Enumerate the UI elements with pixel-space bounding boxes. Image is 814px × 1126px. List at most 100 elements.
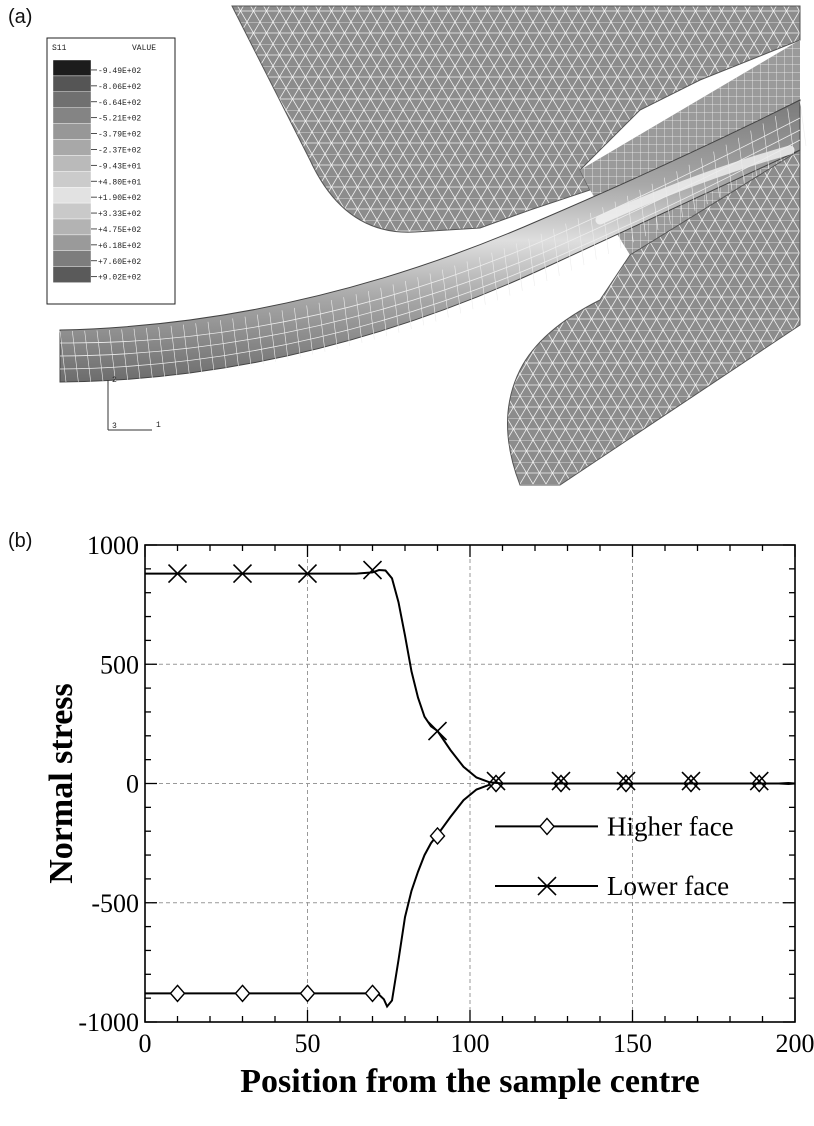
- legend-level: +4.80E+01: [98, 178, 141, 187]
- legend-swatch: [52, 59, 92, 77]
- strip-element-line: [442, 269, 449, 318]
- legend-swatch: [52, 139, 92, 156]
- strip-element-line: [121, 329, 128, 380]
- y-tick-label: 1000: [87, 531, 139, 560]
- strip-element-line: [318, 302, 326, 352]
- upper-die: [231, 5, 801, 233]
- strip-element-line: [232, 318, 239, 369]
- strip-element-line: [565, 223, 572, 271]
- strip-element-line: [553, 228, 560, 276]
- strip-element-line: [207, 321, 215, 372]
- data-point-marker: [169, 984, 186, 1003]
- strip-element-line: [454, 265, 461, 314]
- data-point-marker: [681, 771, 701, 791]
- strip-element-line: [750, 130, 757, 177]
- legend-level: -9.49E+02: [98, 67, 141, 76]
- strip-element-line: [281, 310, 289, 360]
- panel-a-label: (a): [8, 6, 33, 28]
- strip-element-line: [220, 320, 227, 370]
- legend-level: +7.60E+02: [98, 258, 141, 267]
- strip-element-line: [96, 330, 104, 382]
- strip-element-line: [738, 137, 745, 184]
- data-point-marker: [486, 771, 506, 791]
- strip-element-line: [602, 207, 609, 254]
- legend-level: +3.33E+02: [98, 210, 141, 219]
- triad-axis-3: 3: [112, 422, 117, 431]
- strip-element-line: [528, 238, 535, 286]
- strip-element-line: [380, 287, 387, 337]
- y-tick-label: -500: [91, 889, 139, 918]
- strip-element-line: [429, 273, 437, 322]
- stress-chart: 0 50 100 150 200 -1000 -500 0 500 1000 Position fr…: [43, 531, 814, 1100]
- legend-header: VALUE: [132, 44, 156, 53]
- legend-swatch: [52, 202, 92, 220]
- strip-element-line: [688, 164, 696, 211]
- strip-element-lines: [59, 100, 807, 383]
- data-point-marker: [749, 771, 769, 791]
- strip-element-line: [417, 277, 424, 326]
- strip-element-line: [664, 177, 671, 224]
- strip-element-line: [762, 123, 770, 169]
- legend-marker: [537, 876, 557, 896]
- strip-element-line: [787, 108, 794, 154]
- triad-axis-2: 2: [112, 376, 117, 385]
- legend-level: +1.90E+02: [98, 194, 141, 203]
- strip-element-line: [170, 325, 178, 376]
- data-point-marker: [429, 826, 446, 846]
- coordinate-triad: 2 3 1: [107, 376, 161, 431]
- data-point-marker: [551, 771, 571, 791]
- strip-element-line: [59, 330, 67, 383]
- legend-swatch: [52, 107, 92, 124]
- strip-element-line: [294, 307, 301, 358]
- strip-element-line: [577, 218, 585, 266]
- legend-swatch: [52, 234, 92, 251]
- triad-axis-1: 1: [156, 421, 161, 430]
- strip-element-line: [775, 116, 782, 162]
- legend-level: +9.02E+02: [98, 274, 141, 283]
- strip-element-line: [343, 297, 350, 346]
- chart-legend: Higher face Lower face: [495, 811, 734, 901]
- strip-element-line: [84, 330, 91, 382]
- strip-element-line: [405, 280, 412, 330]
- strip-element-line: [466, 261, 474, 310]
- legend-level: -5.21E+02: [98, 115, 141, 124]
- x-tick-label: 200: [776, 1029, 814, 1058]
- strip-highlight: [595, 145, 795, 225]
- strip-element-line: [676, 171, 683, 218]
- strip-element-line: [331, 300, 338, 349]
- legend-label: Lower face: [607, 871, 729, 901]
- legend-variable: S11: [52, 44, 67, 53]
- legend-swatch: [52, 266, 92, 283]
- x-tick-label: 150: [613, 1029, 652, 1058]
- data-point-marker: [427, 721, 448, 741]
- strip-element-line: [713, 151, 720, 198]
- panel-b-label: (b): [8, 530, 33, 552]
- data-point-marker: [234, 984, 251, 1003]
- legend-label: Higher face: [607, 811, 734, 841]
- legend-level: -2.37E+02: [98, 146, 141, 155]
- strip-element-line: [479, 257, 486, 305]
- strip-element-line: [244, 316, 252, 367]
- strip-element-line: [306, 305, 313, 355]
- y-tick-label: 500: [100, 650, 139, 679]
- legend-swatch: [52, 155, 92, 172]
- strip-element-line: [355, 294, 363, 343]
- lower-die: [507, 149, 801, 486]
- legend-level: -9.43E+01: [98, 162, 141, 171]
- strip-element-line: [491, 252, 498, 301]
- data-point-marker: [232, 564, 253, 584]
- strip-element-line: [72, 330, 79, 382]
- strip-element-line: [368, 291, 375, 340]
- strip-element-line: [614, 201, 622, 249]
- strip-element-line: [799, 100, 807, 147]
- legend-swatch: [52, 250, 92, 267]
- x-tick-label: 0: [139, 1029, 152, 1058]
- strip-element-line: [109, 329, 116, 381]
- data-point-marker: [299, 984, 316, 1003]
- strip-element-line: [158, 326, 165, 378]
- data-point-marker: [616, 771, 636, 791]
- strip-element-line: [725, 144, 733, 191]
- legend-swatch: [52, 171, 92, 188]
- strip-element-line: [639, 189, 646, 237]
- y-axis-title: Normal stress: [43, 683, 80, 884]
